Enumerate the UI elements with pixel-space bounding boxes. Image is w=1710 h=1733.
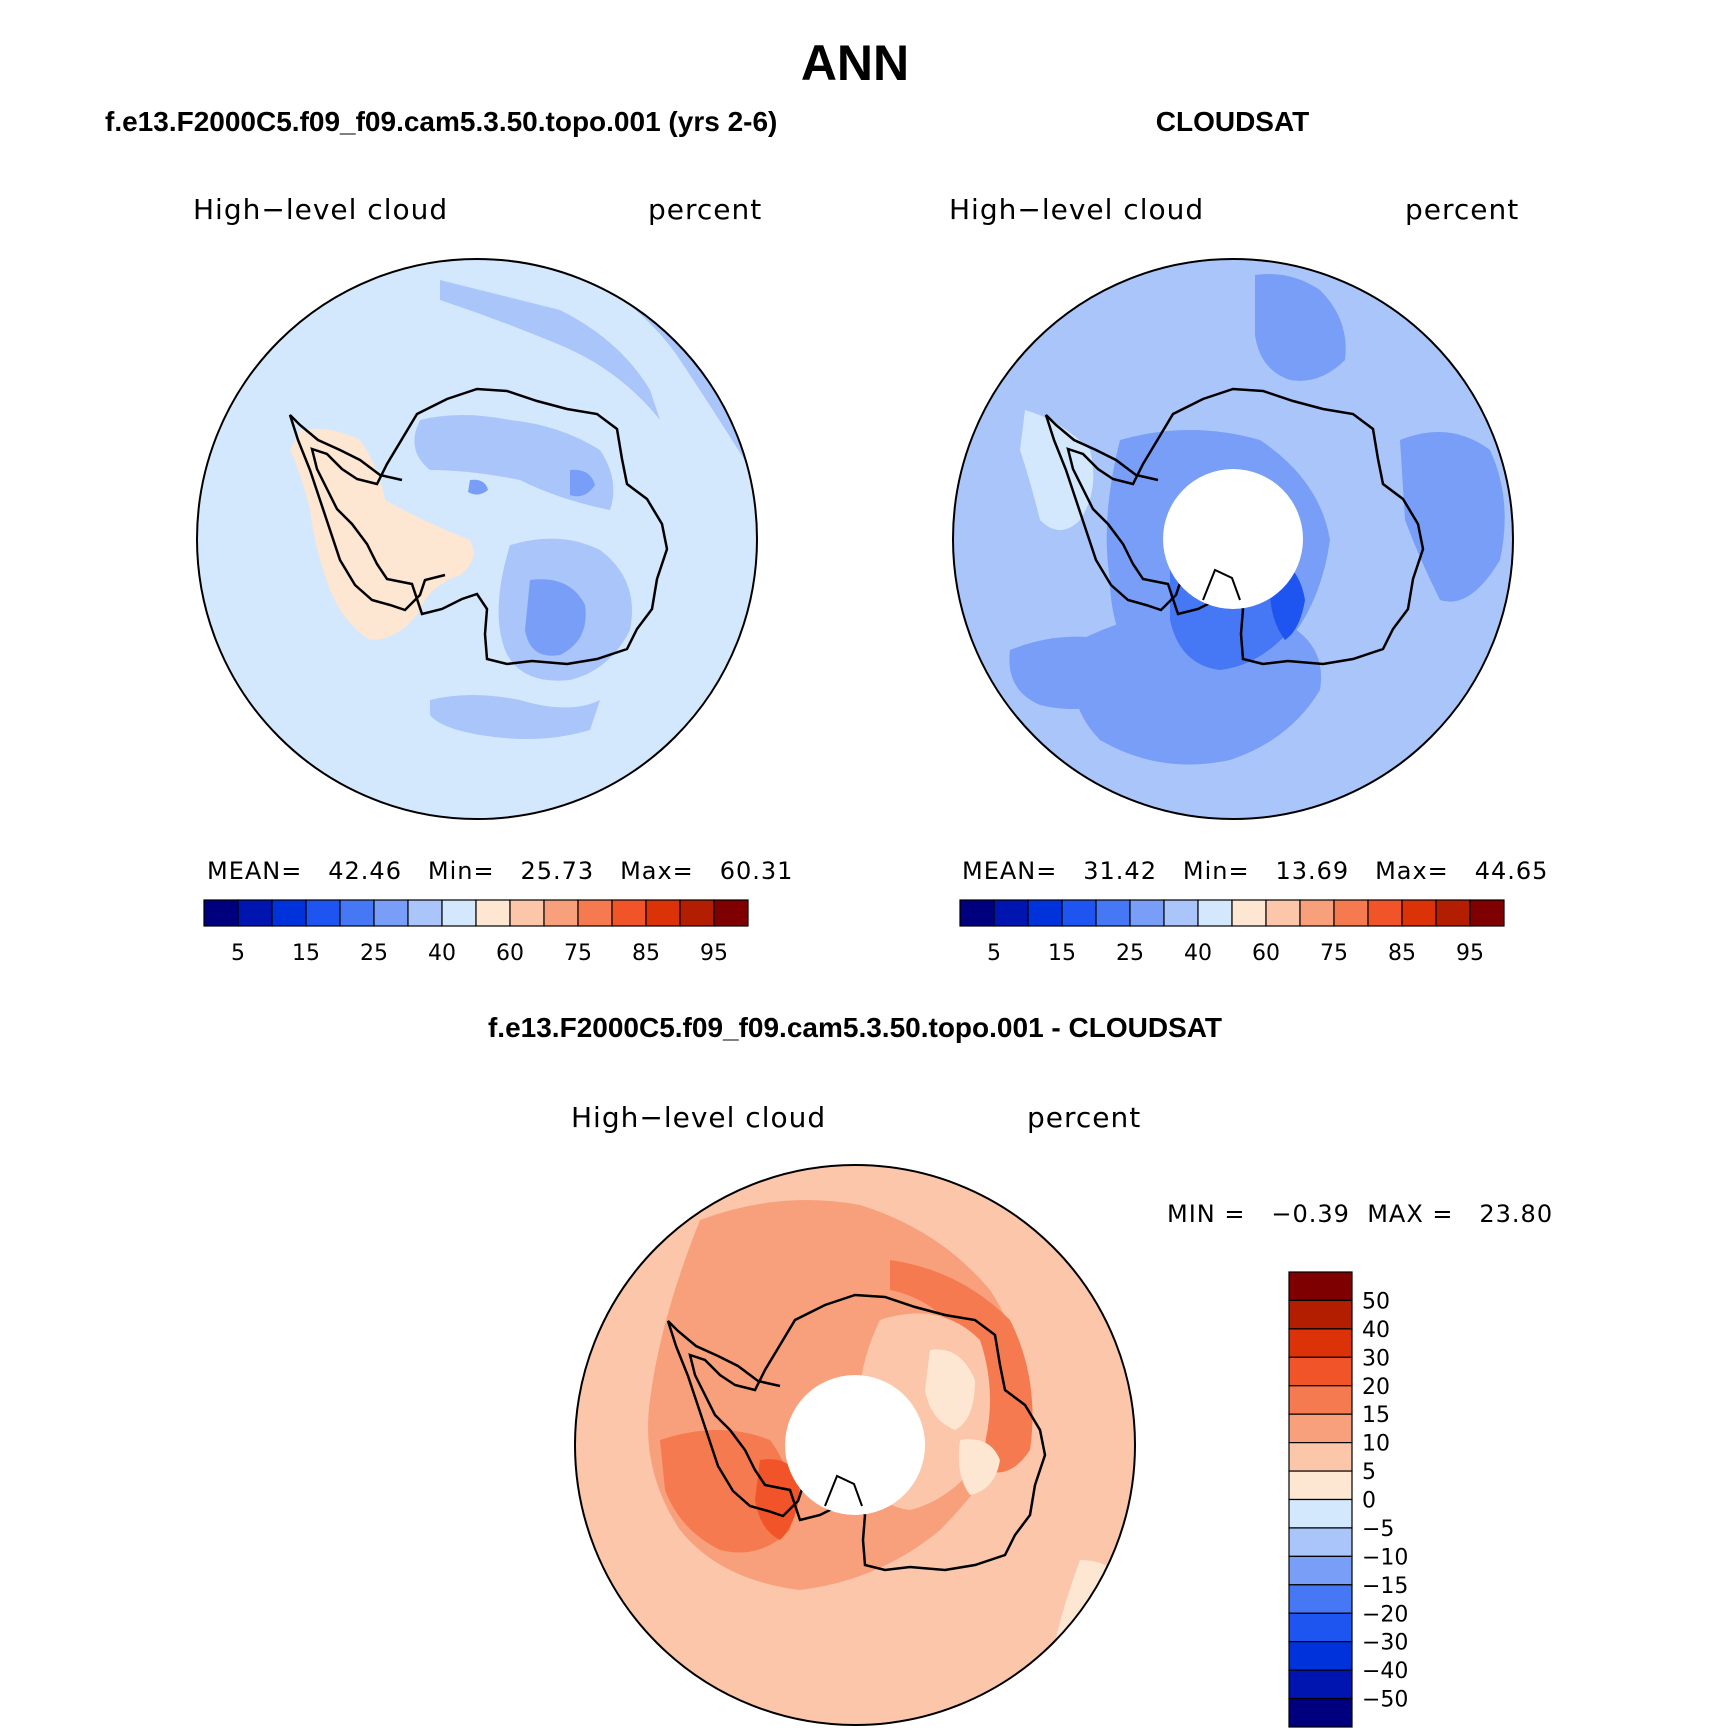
- diff-colorbar-tick-label: −40: [1362, 1659, 1408, 1684]
- obs-variable-label: High−level cloud: [949, 193, 1205, 226]
- obs-colorbar-swatch: [993, 899, 1029, 927]
- model-colorbar-swatch: [305, 899, 341, 927]
- model-panel-title: f.e13.F2000C5.f09_f09.cam5.3.50.topo.001…: [105, 106, 778, 137]
- diff-colorbar-swatch: [1288, 1555, 1353, 1586]
- model-units-label: percent: [648, 193, 763, 226]
- model-colorbar-swatch: [509, 899, 545, 927]
- obs-colorbar-tick-label: 5: [987, 941, 1001, 966]
- diff-stats: MIN = −0.39 MAX = 23.80: [1167, 1200, 1554, 1228]
- model-colorbar-tick-label: 95: [700, 941, 728, 966]
- model-colorbar-tick-label: 60: [496, 941, 524, 966]
- diff-colorbar-tick-label: 50: [1362, 1289, 1390, 1314]
- diff-colorbar-swatch: [1288, 1498, 1353, 1529]
- model-colorbar-swatch: [237, 899, 273, 927]
- diff-colorbar-swatch: [1288, 1271, 1353, 1302]
- obs-colorbar-swatch: [1129, 899, 1165, 927]
- diff-colorbar-swatch: [1288, 1299, 1353, 1330]
- diff-colorbar-tick-label: −30: [1362, 1631, 1408, 1656]
- obs-colorbar-swatch: [1367, 899, 1403, 927]
- diff-units-label: percent: [1027, 1101, 1142, 1134]
- diff-colorbar-tick-label: −5: [1362, 1517, 1394, 1542]
- obs-colorbar-tick-label: 60: [1252, 941, 1280, 966]
- model-colorbar-tick-label: 15: [292, 941, 320, 966]
- obs-colorbar: 5 15 25 40 60 75 85 95: [959, 899, 1505, 966]
- model-map: [196, 258, 758, 820]
- obs-units-label: percent: [1405, 193, 1520, 226]
- diff-colorbar-swatch: [1288, 1470, 1353, 1501]
- diff-colorbar-swatch: [1288, 1697, 1353, 1728]
- diff-colorbar-tick-label: −20: [1362, 1602, 1408, 1627]
- obs-colorbar-tick-label: 95: [1456, 941, 1484, 966]
- diff-colorbar-tick-label: 15: [1362, 1403, 1390, 1428]
- diff-colorbar-tick-label: −50: [1362, 1688, 1408, 1713]
- obs-colorbar-swatch: [1197, 899, 1233, 927]
- diff-colorbar-tick-label: 30: [1362, 1346, 1390, 1371]
- figure-title: ANN: [800, 35, 910, 91]
- obs-colorbar-swatch: [1027, 899, 1063, 927]
- obs-colorbar-swatch: [1333, 899, 1369, 927]
- diff-map: [574, 1164, 1136, 1726]
- model-colorbar-swatch: [203, 899, 239, 927]
- model-colorbar-tick-label: 75: [564, 941, 592, 966]
- obs-colorbar-tick-label: 40: [1184, 941, 1212, 966]
- obs-colorbar-swatch: [1265, 899, 1301, 927]
- obs-colorbar-swatch: [1095, 899, 1131, 927]
- obs-colorbar-swatch: [1401, 899, 1437, 927]
- model-colorbar-swatch: [543, 899, 579, 927]
- obs-colorbar-swatch: [1435, 899, 1471, 927]
- obs-colorbar-swatch: [1163, 899, 1199, 927]
- model-colorbar-swatch: [339, 899, 375, 927]
- obs-colorbar-tick-label: 25: [1116, 941, 1144, 966]
- model-stats: MEAN= 42.46 Min= 25.73 Max= 60.31: [207, 857, 794, 885]
- obs-colorbar-swatch: [1061, 899, 1097, 927]
- diff-colorbar-swatch: [1288, 1328, 1353, 1358]
- model-colorbar-swatch: [645, 899, 681, 927]
- diff-variable-label: High−level cloud: [571, 1101, 827, 1134]
- model-colorbar-tick-label: 25: [360, 941, 388, 966]
- diff-colorbar-swatch: [1288, 1641, 1353, 1671]
- obs-stats: MEAN= 31.42 Min= 13.69 Max= 44.65: [962, 857, 1549, 885]
- model-colorbar-swatch: [577, 899, 613, 927]
- model-colorbar-swatch: [713, 899, 749, 927]
- diff-colorbar-swatch: [1288, 1385, 1353, 1415]
- model-colorbar-swatch: [611, 899, 647, 927]
- obs-colorbar-swatch: [1299, 899, 1335, 927]
- diff-colorbar-tick-label: −10: [1362, 1545, 1408, 1570]
- diff-colorbar-swatch: [1288, 1527, 1353, 1557]
- model-colorbar-tick-label: 40: [428, 941, 456, 966]
- diff-colorbar-swatch: [1288, 1413, 1353, 1444]
- model-colorbar-swatch: [271, 899, 307, 927]
- diff-colorbar-swatch: [1288, 1669, 1353, 1700]
- obs-colorbar-tick-label: 15: [1048, 941, 1076, 966]
- diff-colorbar-tick-label: 40: [1362, 1318, 1390, 1343]
- obs-colorbar-tick-label: 85: [1388, 941, 1416, 966]
- diff-colorbar-tick-label: −15: [1362, 1574, 1408, 1599]
- obs-colorbar-swatch: [1231, 899, 1267, 927]
- model-colorbar-swatch: [407, 899, 443, 927]
- model-colorbar-tick-label: 5: [231, 941, 245, 966]
- model-variable-label: High−level cloud: [193, 193, 449, 226]
- diff-colorbar-tick-label: 10: [1362, 1432, 1390, 1457]
- diff-colorbar-tick-label: 20: [1362, 1375, 1390, 1400]
- diff-colorbar-tick-label: 5: [1362, 1460, 1376, 1485]
- diff-colorbar-swatch: [1288, 1612, 1353, 1643]
- obs-colorbar-tick-label: 75: [1320, 941, 1348, 966]
- diff-colorbar-tick-label: 0: [1362, 1489, 1376, 1514]
- model-colorbar-swatch: [441, 899, 477, 927]
- obs-colorbar-swatch: [1469, 899, 1505, 927]
- diff-panel-title: f.e13.F2000C5.f09_f09.cam5.3.50.topo.001…: [487, 1012, 1222, 1043]
- diff-colorbar-swatch: [1288, 1584, 1353, 1614]
- model-colorbar-swatch: [679, 899, 715, 927]
- model-colorbar-tick-label: 85: [632, 941, 660, 966]
- obs-map: [952, 258, 1514, 820]
- model-colorbar-swatch: [475, 899, 511, 927]
- diff-colorbar-swatch: [1288, 1442, 1353, 1472]
- diff-colorbar-swatch: [1288, 1356, 1353, 1387]
- model-colorbar-swatch: [373, 899, 409, 927]
- model-colorbar: 5 15 25 40 60 75 85 95: [203, 899, 749, 966]
- obs-colorbar-swatch: [959, 899, 995, 927]
